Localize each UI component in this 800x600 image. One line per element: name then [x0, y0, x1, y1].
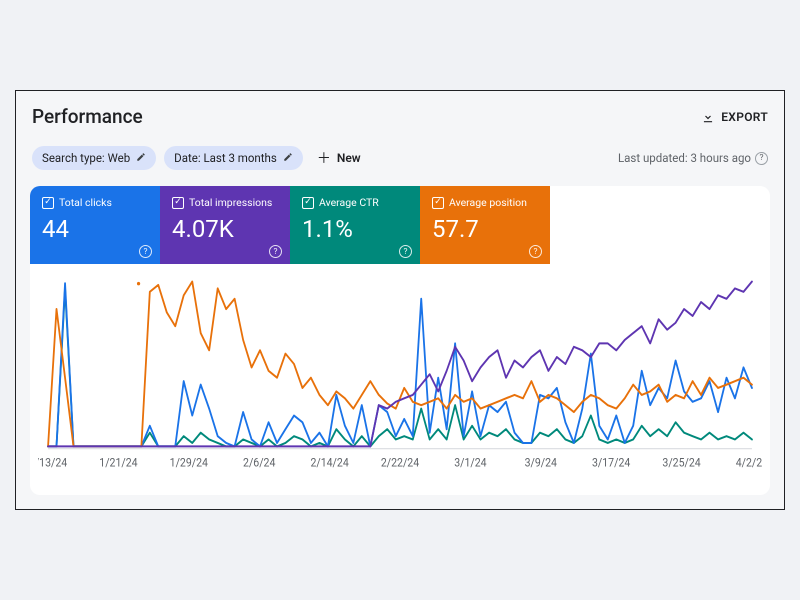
metric-label: ✓ Total clicks	[42, 196, 148, 209]
chip-date[interactable]: Date: Last 3 months	[164, 146, 303, 170]
x-axis-label: 2/14/24	[310, 456, 348, 470]
x-axis-label: 3/1/24	[454, 456, 486, 470]
metric-label: ✓ Total impressions	[172, 196, 278, 209]
filter-chips: Search type: Web Date: Last 3 months ＋ N…	[32, 144, 367, 172]
metric-value: 1.1%	[302, 215, 408, 243]
pencil-icon	[136, 152, 146, 165]
last-updated: Last updated: 3 hours ago ?	[618, 151, 768, 165]
page-title: Performance	[32, 105, 143, 128]
metric-label-text: Total impressions	[189, 196, 272, 209]
download-icon	[701, 110, 715, 124]
metric-tile[interactable]: ✓ Average CTR 1.1%?	[290, 186, 420, 264]
chip-date-label: Date: Last 3 months	[174, 151, 277, 165]
help-icon[interactable]: ?	[269, 245, 282, 258]
chart-area: 1/13/24 1/21/24 1/29/24 2/6/24 2/14/24 2/22/2…	[30, 264, 770, 495]
x-axis-label: 1/13/24	[38, 456, 67, 470]
filter-bar: Search type: Web Date: Last 3 months ＋ N…	[16, 134, 784, 186]
outlier-dot	[137, 282, 140, 286]
help-icon[interactable]: ?	[529, 245, 542, 258]
chart-series	[48, 288, 752, 446]
metric-value: 4.07K	[172, 215, 278, 243]
line-chart: 1/13/24 1/21/24 1/29/24 2/6/24 2/14/24 2/22/2…	[38, 268, 762, 491]
chip-search-type[interactable]: Search type: Web	[32, 146, 156, 170]
plus-icon: ＋	[317, 148, 331, 168]
metric-tile[interactable]: ✓ Total impressions 4.07K?	[160, 186, 290, 264]
chip-search-type-label: Search type: Web	[42, 151, 130, 165]
x-axis-label: 3/25/24	[662, 456, 700, 470]
export-button[interactable]: EXPORT	[701, 110, 768, 124]
x-axis-label: 1/21/24	[99, 456, 137, 470]
metric-value: 57.7	[432, 215, 538, 243]
checkbox-icon: ✓	[302, 197, 314, 209]
metric-value: 44	[42, 215, 148, 243]
x-axis-label: 4/2/24	[736, 456, 762, 470]
info-icon[interactable]: ?	[755, 152, 768, 165]
x-axis-label: 1/29/24	[170, 456, 208, 470]
help-icon[interactable]: ?	[139, 245, 152, 258]
pencil-icon	[283, 152, 293, 165]
checkbox-icon: ✓	[172, 197, 184, 209]
last-updated-text: Last updated: 3 hours ago	[618, 151, 751, 165]
metric-tile[interactable]: ✓ Total clicks 44?	[30, 186, 160, 264]
performance-panel: Performance EXPORT Search type: Web Date…	[15, 90, 785, 510]
metrics-row: ✓ Total clicks 44? ✓ Total impressions 4.07K?…	[30, 186, 770, 264]
x-axis-label: 2/6/24	[243, 456, 275, 470]
metric-label-text: Average CTR	[319, 196, 379, 209]
x-axis-label: 3/17/24	[592, 456, 630, 470]
metrics-card: ✓ Total clicks 44? ✓ Total impressions 4.07K?…	[30, 186, 770, 495]
metric-label-text: Average position	[449, 196, 527, 209]
x-axis-label: 3/9/24	[525, 456, 557, 470]
add-filter-button[interactable]: ＋ New	[311, 144, 367, 172]
checkbox-icon: ✓	[432, 197, 444, 209]
add-filter-label: New	[337, 151, 361, 165]
export-label: EXPORT	[721, 110, 768, 124]
chart-series	[48, 282, 752, 447]
help-icon[interactable]: ?	[399, 245, 412, 258]
checkbox-icon: ✓	[42, 197, 54, 209]
header: Performance EXPORT	[16, 91, 784, 134]
metric-label: ✓ Average CTR	[302, 196, 408, 209]
chart-series	[48, 283, 752, 446]
chart-series	[48, 282, 752, 447]
metric-label: ✓ Average position	[432, 196, 538, 209]
metric-tile[interactable]: ✓ Average position 57.7?	[420, 186, 550, 264]
metric-label-text: Total clicks	[59, 196, 112, 209]
x-axis-label: 2/22/24	[381, 456, 419, 470]
